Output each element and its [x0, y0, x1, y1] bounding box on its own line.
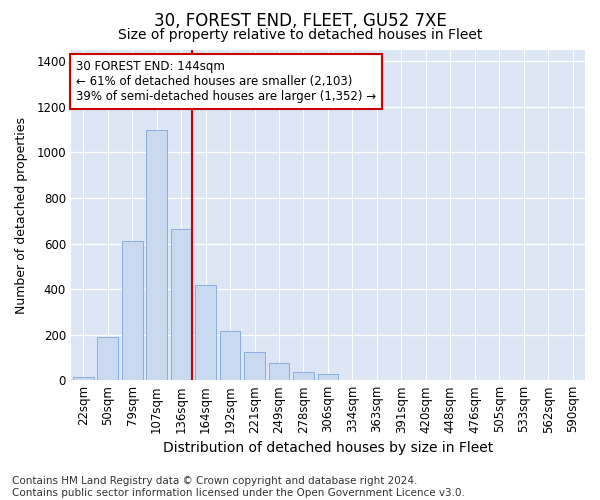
Bar	[269, 363, 289, 380]
Bar	[97, 337, 118, 380]
Bar	[195, 284, 216, 380]
Text: 30, FOREST END, FLEET, GU52 7XE: 30, FOREST END, FLEET, GU52 7XE	[154, 12, 446, 30]
Bar	[122, 242, 143, 380]
Text: 30 FOREST END: 144sqm
← 61% of detached houses are smaller (2,103)
39% of semi-d: 30 FOREST END: 144sqm ← 61% of detached …	[76, 60, 376, 103]
Bar	[293, 372, 314, 380]
Bar	[317, 374, 338, 380]
Bar	[220, 331, 241, 380]
Bar	[146, 130, 167, 380]
Bar	[73, 377, 94, 380]
X-axis label: Distribution of detached houses by size in Fleet: Distribution of detached houses by size …	[163, 441, 493, 455]
Bar	[244, 352, 265, 380]
Bar	[170, 229, 191, 380]
Text: Size of property relative to detached houses in Fleet: Size of property relative to detached ho…	[118, 28, 482, 42]
Text: Contains HM Land Registry data © Crown copyright and database right 2024.
Contai: Contains HM Land Registry data © Crown c…	[12, 476, 465, 498]
Y-axis label: Number of detached properties: Number of detached properties	[15, 116, 28, 314]
